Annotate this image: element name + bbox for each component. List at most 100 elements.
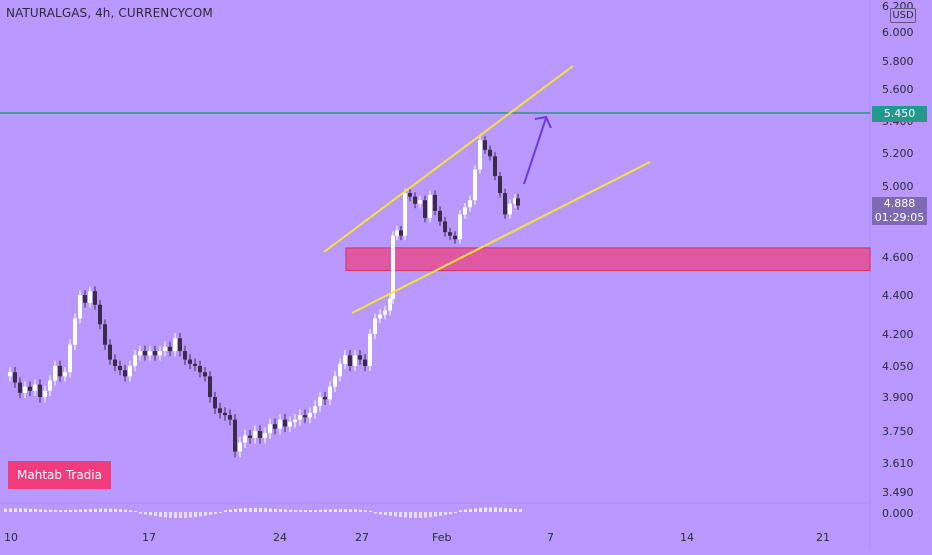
candle-body (68, 344, 72, 373)
candle-body (378, 314, 382, 319)
oscillator-bar (224, 510, 227, 512)
oscillator-bar (104, 508, 107, 512)
candle-body (503, 193, 507, 215)
oscillator-bar (469, 508, 472, 512)
candle-body (273, 424, 277, 429)
oscillator-bar (299, 510, 302, 512)
candle-body (258, 431, 262, 438)
oscillator-bar (459, 510, 462, 512)
oscillator-bar (514, 508, 517, 512)
candle-body (473, 169, 477, 201)
oscillator-bar (349, 509, 352, 512)
candle-body (318, 397, 322, 407)
oscillator-bar (384, 512, 387, 516)
candle-body (308, 412, 312, 418)
oscillator-bar (294, 509, 297, 512)
candle-body (93, 291, 97, 305)
candle-body (433, 194, 437, 211)
oscillator-bar (379, 512, 382, 515)
oscillator-bar (269, 508, 272, 512)
candle-body (198, 366, 202, 373)
candle-body (158, 351, 162, 356)
candle-body (333, 376, 337, 387)
candle-body (388, 298, 392, 311)
candle-body (298, 415, 302, 420)
oscillator-bar (429, 512, 432, 518)
oscillator-bar (479, 507, 482, 512)
candle-body (143, 351, 147, 356)
oscillator-bar (404, 512, 407, 518)
oscillator-bar (234, 508, 237, 512)
oscillator-bar (144, 512, 147, 515)
candle-body (233, 419, 237, 452)
oscillator-bar (329, 509, 332, 512)
candle-body (33, 384, 37, 391)
candle-body (123, 370, 127, 377)
oscillator-bar (24, 508, 27, 512)
oscillator-bar (399, 512, 402, 518)
candle-body (213, 397, 217, 409)
oscillator-bar (259, 508, 262, 512)
candle-body (343, 355, 347, 364)
oscillator-bar (49, 509, 52, 512)
candle-body (188, 359, 192, 364)
oscillator-bar (74, 509, 77, 512)
candle-body (323, 397, 327, 400)
oscillator-bar (159, 512, 162, 517)
oscillator-bar (359, 509, 362, 512)
y-tick-label: 4.400 (882, 289, 914, 302)
candle-body (443, 221, 447, 233)
candle-body (423, 200, 427, 218)
candle-body (78, 295, 82, 319)
candle-body (478, 140, 482, 170)
candle-body (133, 355, 137, 366)
current-price-tag: 4.888 (872, 197, 927, 211)
y-tick-label: 5.200 (882, 147, 914, 160)
y-tick-label: 3.610 (882, 457, 914, 470)
oscillator-bar (414, 512, 417, 518)
candle-body (203, 372, 207, 377)
oscillator-bar (114, 508, 117, 512)
candle-body (483, 140, 487, 150)
oscillator-bar (489, 507, 492, 512)
candle-body (28, 386, 32, 391)
candle-body (98, 304, 102, 325)
oscillator-bar (284, 509, 287, 512)
candle-body (293, 419, 297, 422)
oscillator-bar (364, 510, 367, 512)
candle-body (283, 419, 287, 427)
candle-body (458, 214, 462, 240)
oscillator-bar (374, 512, 377, 514)
oscillator-bar (79, 509, 82, 512)
x-tick-label: 10 (4, 531, 18, 544)
candle-body (88, 291, 92, 303)
candle-body (358, 355, 362, 360)
candle-body (118, 366, 122, 371)
candle-body (148, 351, 152, 356)
oscillator-bar (409, 512, 412, 518)
x-tick-label: 24 (273, 531, 287, 544)
candle-body (493, 156, 497, 177)
candle-body (13, 372, 17, 383)
oscillator-bar (334, 509, 337, 512)
oscillator-bar (339, 509, 342, 512)
candle-body (488, 149, 492, 157)
candle-body (303, 415, 307, 418)
currency-badge[interactable]: USD (890, 8, 916, 23)
candle-body (248, 435, 252, 438)
candle-body (328, 386, 332, 400)
candle-body (428, 194, 432, 218)
candle-body (338, 363, 342, 377)
candle-body (243, 435, 247, 443)
oscillator-bar (4, 508, 7, 512)
oscillator-bar (214, 512, 217, 514)
projection-arrow (523, 117, 547, 185)
oscillator-bar (199, 512, 202, 517)
candle-body (403, 193, 407, 236)
candle-body (43, 390, 47, 397)
candle-body (58, 366, 62, 377)
candle-body (438, 210, 442, 222)
oscillator-bar (209, 512, 212, 515)
